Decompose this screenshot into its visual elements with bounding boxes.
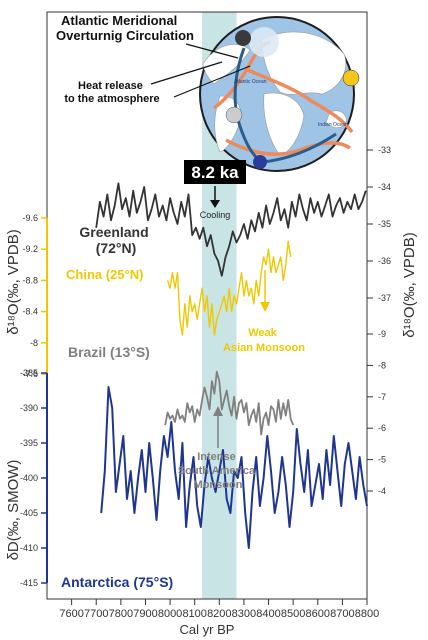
- heat-pointer-line-2: [173, 65, 251, 98]
- antarctica-site-marker: [253, 155, 267, 169]
- antarctica-tick-label: -400: [20, 473, 38, 483]
- right-axis-title: δ¹⁸O(‰, VPDB): [401, 232, 418, 338]
- china-tick-label: -8: [30, 338, 38, 348]
- map-label-indian: Indian Ocean: [318, 122, 348, 128]
- event-label: 8.2 ka: [191, 163, 239, 182]
- greenland-series-line: [95, 182, 367, 277]
- right-tick-label: -37: [378, 293, 391, 303]
- china-tick-label: -8.4: [22, 307, 38, 317]
- antarctica-axis-title: δD(‰, SMOW): [5, 460, 22, 561]
- antarctica-tick-label: -410: [20, 543, 38, 553]
- x-tick-label: 8300: [232, 608, 256, 620]
- right-tick-label: -34: [378, 182, 391, 192]
- amoc-pointer-line: [185, 43, 239, 59]
- antarctica-series-line: [100, 386, 368, 549]
- heat-pointer-line-1: [150, 61, 223, 85]
- brazil-series-line: [164, 370, 295, 436]
- right-tick-label: -35: [378, 219, 391, 229]
- right-tick-label: -33: [378, 145, 391, 155]
- china-tick-label: -7.6: [22, 369, 38, 379]
- antarctica-tick-label: -395: [20, 438, 38, 448]
- x-tick-label: 8500: [281, 608, 305, 620]
- right-axis: -33 -34 -35 -36 -37 -9 -8 -7 -6 -5 -4: [367, 145, 391, 496]
- china-tick-label: -9.6: [22, 213, 38, 223]
- brazil-label: Brazil (13°S): [68, 344, 150, 360]
- sa-monsoon-label: Intense South America Monsoon: [178, 451, 258, 491]
- cooling-arrow-head: [210, 200, 220, 208]
- heat-release-glow: [249, 27, 279, 57]
- cooling-label: Cooling: [200, 210, 231, 220]
- china-axis: -9.6 -9.2 -8.8 -8.4 -8 -7.6: [22, 213, 48, 379]
- x-tick-label: 7600: [59, 608, 83, 620]
- right-tick-label: -7: [378, 392, 386, 402]
- asian-monsoon-label: Weak Asian Monsoon: [223, 327, 305, 354]
- left-axis-title: δ¹⁸O(‰, VPDB): [5, 229, 22, 335]
- x-axis: 7600 7700 7800 7900 8000 8100 8200 8300 8400 8500…: [59, 599, 379, 620]
- map-label-atlantic: Atlantic Ocean: [234, 79, 267, 85]
- china-series-line: [166, 240, 292, 336]
- antarctica-tick-label: -415: [20, 578, 38, 588]
- sa-monsoon-arrow-head: [213, 406, 223, 416]
- x-tick-label: 8400: [256, 608, 280, 620]
- china-label: China (25°N): [66, 267, 143, 282]
- right-tick-label: -4: [378, 486, 386, 496]
- brazil-site-marker: [225, 106, 243, 124]
- antarctica-tick-label: -385: [20, 368, 38, 378]
- amoc-title: Atlantic Meridional Overturnig Circulati…: [56, 13, 194, 43]
- north-atlantic-marker: [235, 30, 251, 46]
- right-tick-label: -6: [378, 423, 386, 433]
- globe-land-africa: [263, 92, 305, 157]
- x-tick-label: 8000: [158, 608, 182, 620]
- right-tick-label: -8: [378, 360, 386, 370]
- globe-land-north-america: [202, 44, 251, 85]
- china-tick-label: -8.8: [22, 275, 38, 285]
- x-tick-label: 8600: [306, 608, 330, 620]
- x-axis-title: Cal yr BP: [180, 622, 235, 637]
- event-label-box: [184, 160, 246, 184]
- antarctica-axis: -385 -390 -395 -400 -405 -410 -415: [20, 368, 48, 588]
- right-tick-label: -5: [378, 455, 386, 465]
- right-tick-label: -36: [378, 256, 391, 266]
- x-tick-label: 8700: [330, 608, 354, 620]
- x-tick-label: 8200: [207, 608, 231, 620]
- heat-release-label: Heat release to the atmosphere: [64, 80, 159, 105]
- antarctica-tick-label: -405: [20, 508, 38, 518]
- x-tick-label: 8100: [182, 608, 206, 620]
- right-tick-label: -9: [378, 329, 386, 339]
- x-tick-label: 7800: [109, 608, 133, 620]
- x-tick-label: 8800: [355, 608, 379, 620]
- greenland-label: Greenland (72°N): [79, 224, 152, 256]
- amoc-globe-inset: Atlantic Ocean Indian Ocean: [199, 16, 360, 172]
- asian-monsoon-arrow-head: [260, 302, 270, 312]
- china-tick-label: -9.2: [22, 244, 38, 254]
- x-tick-label: 7900: [133, 608, 157, 620]
- antarctica-tick-label: -390: [20, 403, 38, 413]
- x-tick-label: 7700: [84, 608, 108, 620]
- china-site-marker: [342, 69, 360, 87]
- antarctica-label: Antarctica (75°S): [61, 574, 173, 590]
